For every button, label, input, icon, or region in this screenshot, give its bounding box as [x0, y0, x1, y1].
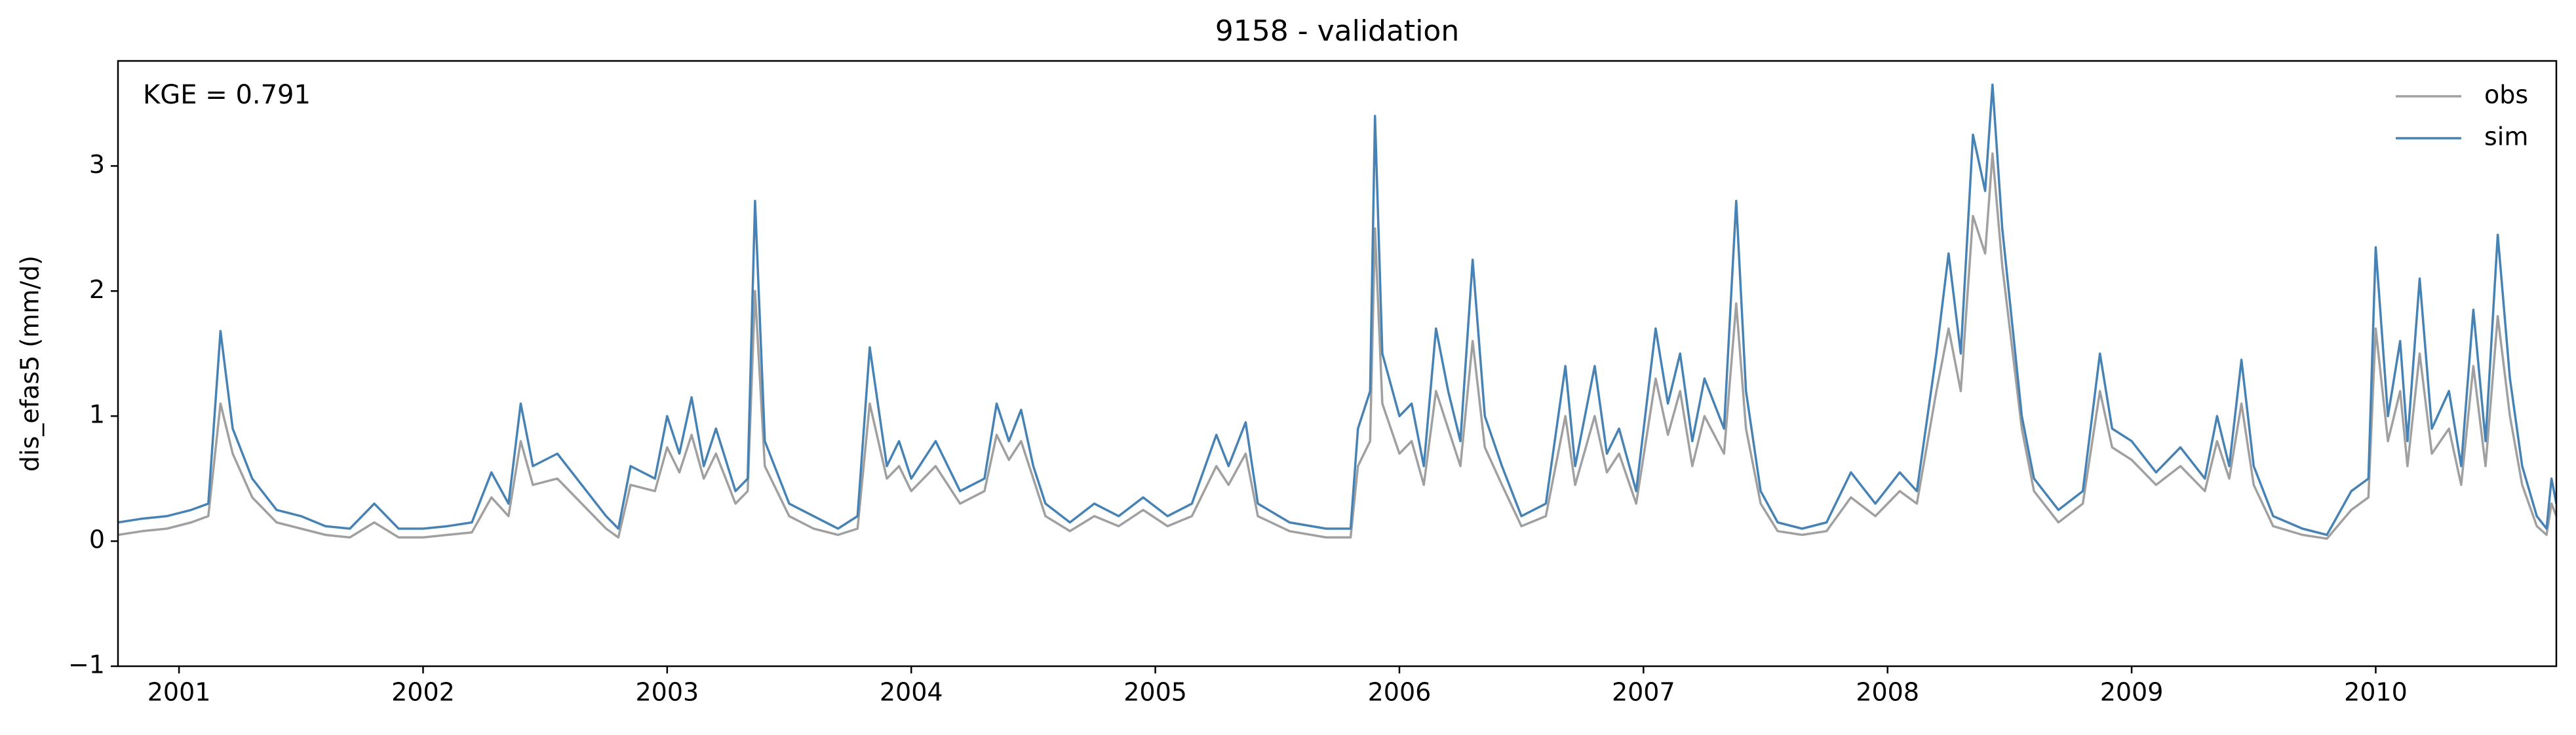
y-tick-label: −1 [68, 650, 105, 679]
x-tick-label: 2003 [635, 678, 699, 707]
x-tick-label: 2009 [2100, 678, 2164, 707]
legend-label: obs [2484, 81, 2528, 109]
x-tick-label: 2004 [880, 678, 943, 707]
plot-area [118, 83, 2556, 540]
x-tick-label: 2001 [147, 678, 211, 707]
y-tick-label: 3 [89, 150, 105, 179]
x-tick-label: 2006 [1368, 678, 1432, 707]
annotation: KGE = 0.791 [143, 80, 311, 110]
y-tick-label: 1 [89, 400, 105, 429]
legend-label: sim [2484, 122, 2528, 151]
chart-title: 9158 - validation [1215, 14, 1459, 48]
axes-frame [117, 60, 2558, 668]
x-tick-label: 2008 [1856, 678, 1919, 707]
y-axis-label: dis_efas5 (mm/d) [16, 255, 45, 472]
x-tick-label: 2010 [2344, 678, 2408, 707]
y-tick-label: 2 [89, 275, 105, 304]
series-line [118, 83, 2556, 537]
series-line [118, 152, 2556, 540]
y-tick-label: 0 [89, 525, 105, 554]
x-tick-label: 2007 [1612, 678, 1675, 707]
x-tick-label: 2002 [391, 678, 455, 707]
x-tick-label: 2005 [1123, 678, 1187, 707]
